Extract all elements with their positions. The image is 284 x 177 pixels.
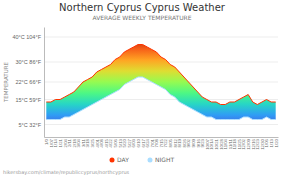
title: Northern Cyprus Cyprus Weather [59,2,226,13]
y-tick-label: 15°C 59°F [16,97,42,103]
marks [46,45,275,120]
grid-line [44,37,278,38]
x-tick-label: 1/20 [274,138,279,147]
chart: Northern Cyprus Cyprus WeatherAVERAGE WE… [0,0,284,177]
y-tick-label: 40°C 104°F [12,34,41,40]
axis-line [45,137,279,138]
subtitle: AVERAGE WEEKLY TEMPERATURE [92,14,191,21]
y-tick-label: 5°C 32°F [19,122,42,128]
legend-marker [148,158,153,163]
legend-label: NIGHT [155,156,174,163]
y-axis: 5°C 32°F 15°C 59°F 22°C 66°F 30°C 86°F 40°C … [12,28,44,138]
plot: 5°C 32°F 15°C 59°F 22°C 66°F 30°C 86°F 40°C … [12,28,278,150]
annotation: hikersbay.com/climate/republiccyprus/nor… [3,169,130,176]
y-tick: 40°C 104°F [12,34,44,40]
grid [44,37,278,125]
temperature-band [46,45,275,120]
series-line [46,77,275,120]
legend-label: DAY [117,156,129,163]
legend: DAY NIGHT [110,156,175,163]
y-tick: 22°C 66°F [16,79,45,85]
y-tick: 30°C 86°F [16,59,45,65]
x-axis: 1/01/071/141/212/042/112/183/043/113/183… [44,137,278,150]
y-tick-label: 22°C 66°F [16,79,42,85]
legend-marker [110,158,115,163]
y-tick: 15°C 59°F [16,97,45,103]
grid-line [44,124,278,125]
axis-line [44,28,45,138]
y-axis-title: TEMPERATURE [3,61,9,103]
series-line [46,45,275,105]
y-tick-label: 30°C 86°F [16,59,42,65]
x-tick: 1/20 [274,137,279,147]
y-tick: 5°C 32°F [19,122,44,128]
